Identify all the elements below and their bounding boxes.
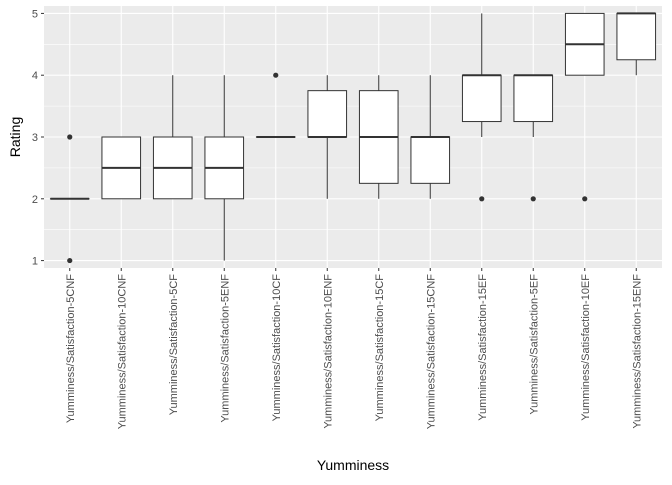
box-group-7 [359,75,398,199]
outlier-point [273,73,278,78]
x-tick-label: Yumminess/Satisfaction-5EF [528,274,540,415]
x-tick-label: Yumminess/Satisfaction-10EF [580,274,592,421]
outlier-point [67,134,72,139]
outlier-point [582,196,587,201]
y-axis: 1 2 3 4 5 [32,8,44,267]
x-tick-label: Yumminess/Satisfaction-15CF [374,274,386,422]
x-tick-label: Yumminess/Satisfaction-10CNF [116,274,128,430]
box-iqr [617,13,656,59]
box-iqr [411,137,450,183]
x-tick-label: Yumminess/Satisfaction-5CNF [65,274,77,423]
box-group-2 [102,137,141,199]
y-tick-label: 5 [32,8,38,20]
y-tick-label: 3 [32,132,38,144]
x-tick-label: Yumminess/Satisfaction-15EF [477,274,489,421]
x-tick-label: Yumminess/Satisfaction-15ENF [631,274,643,429]
x-tick-label: Yumminess/Satisfaction-5ENF [219,274,231,423]
y-axis-title: Rating [7,117,23,157]
y-tick-label: 1 [32,256,38,268]
box-iqr [514,75,553,121]
box-iqr [462,75,501,121]
outlier-point [67,258,72,263]
x-axis-title: Yumminess [317,457,389,473]
x-tick-label: Yumminess/Satisfaction-10ENF [322,274,334,429]
outlier-point [531,196,536,201]
x-tick-label: Yumminess/Satisfaction-15CNF [425,274,437,430]
y-tick-label: 4 [32,70,38,82]
x-tick-label: Yumminess/Satisfaction-10CF [271,274,283,422]
y-tick-label: 2 [32,194,38,206]
outlier-point [479,196,484,201]
x-tick-label: Yumminess/Satisfaction-5CF [168,274,180,415]
box-iqr [308,91,347,137]
x-axis: Yumminess/Satisfaction-5CNF Yumminess/Sat… [65,268,644,429]
